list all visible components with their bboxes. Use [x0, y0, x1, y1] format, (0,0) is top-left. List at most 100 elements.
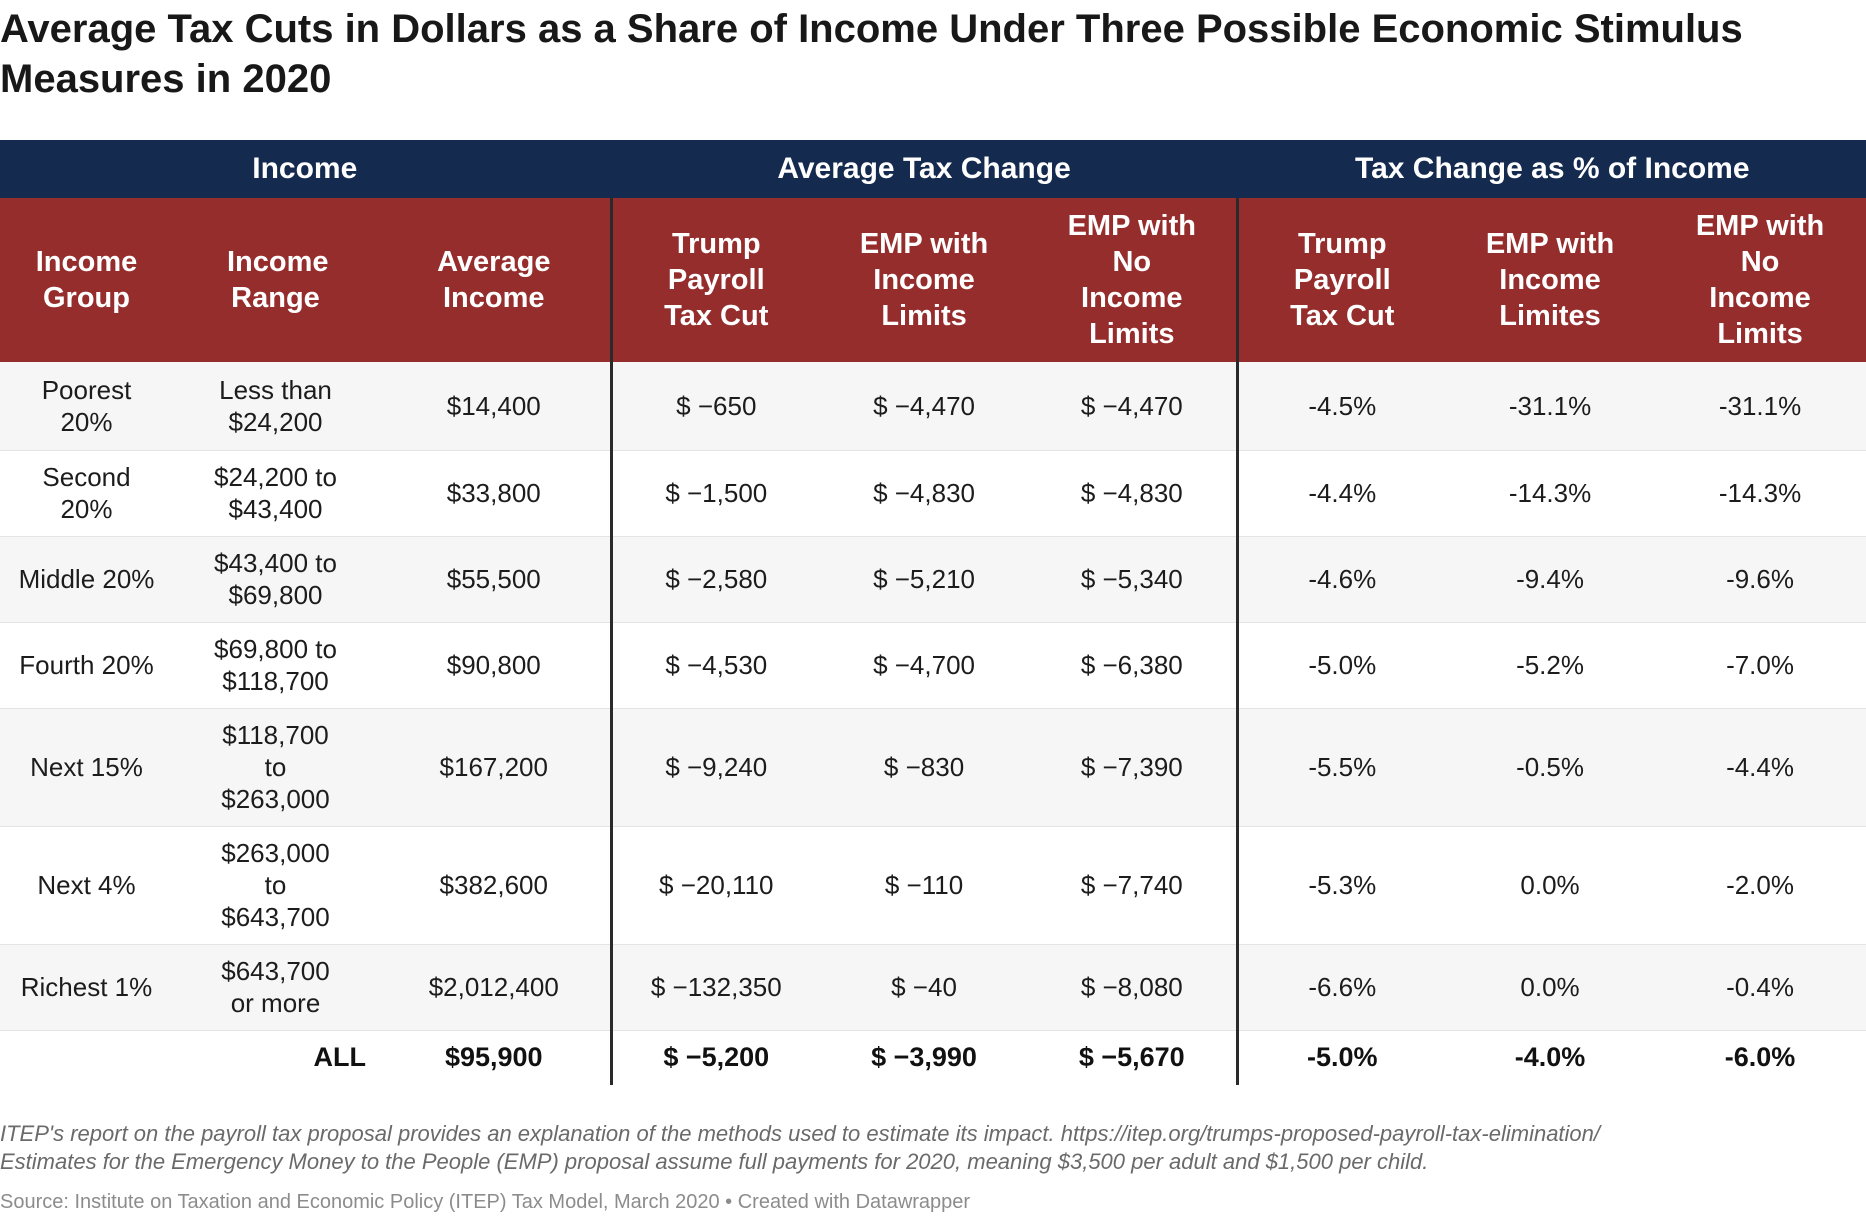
table-cell: $263,000 to $643,700: [173, 826, 378, 945]
table-cell: -31.1%: [1654, 362, 1866, 451]
table-cell: -31.1%: [1446, 362, 1655, 451]
total-cell: -6.0%: [1724, 1042, 1796, 1072]
group-header-average-tax-change: Average Tax Change: [609, 140, 1238, 198]
table-cell: Less than $24,200: [173, 362, 378, 451]
table-cell: Middle 20%: [0, 536, 173, 623]
table-cell: 0.0%: [1446, 826, 1655, 945]
table-cell: $55,500: [378, 536, 612, 623]
total-cell: $ −5,670: [1078, 1042, 1185, 1072]
table-cell: -4.4%: [1654, 708, 1866, 827]
table-cell: -4.4%: [1235, 450, 1447, 537]
total-cell: -5.0%: [1235, 1030, 1447, 1085]
table-cell: -5.2%: [1446, 622, 1655, 709]
table-row: Poorest 20% Less than $24,200 $14,400 $ −65…: [0, 362, 1866, 451]
column-header: Trump Payroll Tax Cut: [609, 198, 821, 362]
table-cell: $ −132,350: [609, 944, 821, 1031]
table-body: Poorest 20% Less than $24,200 $14,400 $ −65…: [0, 362, 1866, 1085]
table-row: Fourth 20% $69,800 to $118,700 $90,800 $ −4…: [0, 622, 1866, 709]
group-header-row: Income Average Tax Change Tax Change as …: [0, 140, 1866, 198]
table-cell: 0.0%: [1446, 944, 1655, 1031]
table-cell: $167,200: [378, 708, 612, 827]
table-cell: $ −650: [609, 362, 821, 451]
table-row: Middle 20% $43,400 to $69,800 $55,500 $ −2,…: [0, 536, 1866, 623]
table-cell: -0.5%: [1446, 708, 1655, 827]
column-header: Income Group: [0, 198, 173, 362]
total-cell: $ −3,990: [871, 1042, 977, 1072]
table-cell: $ −20,110: [609, 826, 821, 945]
table-cell: Next 15%: [0, 708, 173, 827]
table-cell: $69,800 to $118,700: [173, 622, 378, 709]
table-cell: -4.6%: [1235, 536, 1447, 623]
table-cell: -9.6%: [1654, 536, 1866, 623]
table-row: Richest 1% $643,700 or more $2,012,400 $ −1…: [0, 944, 1866, 1031]
column-header: EMP with No Income Limits: [1028, 198, 1238, 362]
table-cell: $ −830: [820, 708, 1029, 827]
table-cell: -14.3%: [1654, 450, 1866, 537]
column-header: Average Income: [378, 198, 612, 362]
table-cell: $90,800: [378, 622, 612, 709]
column-header: EMP with Income Limites: [1446, 198, 1655, 362]
table-cell: -4.5%: [1235, 362, 1447, 451]
table-cell: -0.4%: [1654, 944, 1866, 1031]
table-cell: $ −5,340: [1028, 536, 1238, 623]
table-cell: Next 4%: [0, 826, 173, 945]
table-cell: $ −2,580: [609, 536, 821, 623]
table-cell: $ −4,530: [609, 622, 821, 709]
table-cell: $118,700 to $263,000: [173, 708, 378, 827]
table-cell: $ −1,500: [609, 450, 821, 537]
footnotes: ITEP's report on the payroll tax proposa…: [0, 1120, 1866, 1176]
table-cell: -2.0%: [1654, 826, 1866, 945]
table-row: Next 15% $118,700 to $263,000 $167,200 $ −9…: [0, 708, 1866, 827]
table-cell: $ −4,830: [1028, 450, 1238, 537]
table-cell: $382,600: [378, 826, 612, 945]
table-cell: $ −6,380: [1028, 622, 1238, 709]
table-cell: $ −4,470: [1028, 362, 1238, 451]
total-cell: $ −5,200: [609, 1030, 821, 1085]
table-cell: -9.4%: [1446, 536, 1655, 623]
total-cell: $95,900: [444, 1042, 543, 1072]
footnote: Estimates for the Emergency Money to the…: [0, 1149, 1429, 1174]
table-cell: -5.3%: [1235, 826, 1447, 945]
table-cell: $ −9,240: [609, 708, 821, 827]
table-cell: -7.0%: [1654, 622, 1866, 709]
table-cell: $643,700 or more: [173, 944, 378, 1031]
column-header: EMP with Income Limits: [820, 198, 1029, 362]
total-cell: ALL: [313, 1042, 366, 1072]
table-cell: $24,200 to $43,400: [173, 450, 378, 537]
column-header: EMP with No Income Limits: [1654, 198, 1866, 362]
table-cell: $2,012,400: [378, 944, 612, 1031]
table-row: Second 20% $24,200 to $43,400 $33,800 $ −1,…: [0, 450, 1866, 537]
table-cell: -5.0%: [1235, 622, 1447, 709]
table-cell: -5.5%: [1235, 708, 1447, 827]
column-header: Trump Payroll Tax Cut: [1235, 198, 1447, 362]
table-cell: $ −5,210: [820, 536, 1029, 623]
column-header: Income Range: [173, 198, 378, 362]
total-cell: -4.0%: [1514, 1042, 1586, 1072]
table-cell: Poorest 20%: [0, 362, 173, 451]
table-cell: $33,800: [378, 450, 612, 537]
tax-table: Income Average Tax Change Tax Change as …: [0, 140, 1866, 1085]
table-cell: $ −4,700: [820, 622, 1029, 709]
table-cell: -14.3%: [1446, 450, 1655, 537]
group-header-income: Income: [0, 140, 612, 198]
chart-title: Average Tax Cuts in Dollars as a Share o…: [0, 7, 1743, 101]
table-row: Next 4% $263,000 to $643,700 $382,600 $ −20…: [0, 826, 1866, 945]
table-cell: Fourth 20%: [0, 622, 173, 709]
table-cell: $ −8,080: [1028, 944, 1238, 1031]
column-header-row: Income Group Income Range Average Income…: [0, 198, 1866, 362]
table-cell: Second 20%: [0, 450, 173, 537]
source-line: Source: Institute on Taxation and Econom…: [0, 1191, 971, 1213]
table-cell: -6.6%: [1235, 944, 1447, 1031]
table-cell: $ −7,740: [1028, 826, 1238, 945]
table-cell: $ −4,470: [820, 362, 1029, 451]
table-cell: $ −7,390: [1028, 708, 1238, 827]
table-cell: $ −40: [820, 944, 1029, 1031]
table-cell: $ −4,830: [820, 450, 1029, 537]
total-row: ALL $95,900 $ −5,200 $ −3,990 $ −5,670 -…: [0, 1030, 1866, 1085]
footnote: ITEP's report on the payroll tax proposa…: [0, 1121, 1601, 1146]
table-cell: $43,400 to $69,800: [173, 536, 378, 623]
group-header-tax-change-percent: Tax Change as % of Income: [1235, 140, 1866, 198]
table-cell: $ −110: [820, 826, 1029, 945]
table-cell: $14,400: [378, 362, 612, 451]
table-cell: Richest 1%: [0, 944, 173, 1031]
